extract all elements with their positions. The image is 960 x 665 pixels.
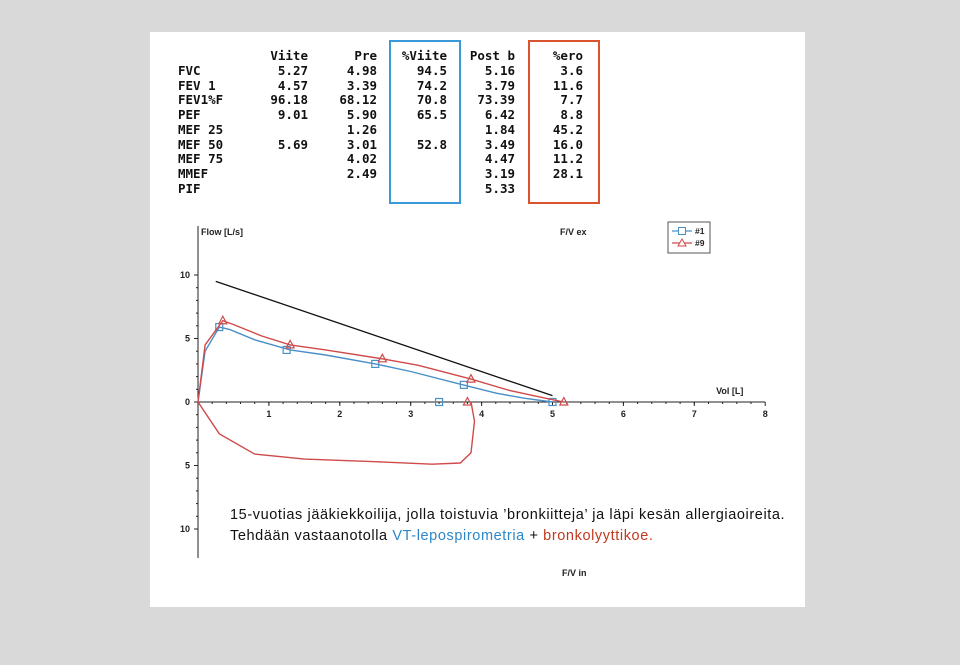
table-cell: 5.27	[277, 63, 308, 78]
column-header: Pre	[354, 48, 377, 63]
table-cell: 3.39	[346, 77, 377, 93]
row-label: PIF	[178, 180, 201, 196]
instruction-prefix: Tehdään vastaanotolla	[230, 528, 393, 544]
table-cell: 2.49	[346, 165, 377, 181]
y-tick-label: 10	[180, 270, 190, 280]
row-label: FEV 1	[178, 77, 216, 93]
y-tick-label: 5	[185, 334, 190, 344]
table-cell: 68.12	[339, 92, 377, 108]
table-cell: 3.49	[484, 136, 515, 152]
report-sheet	[150, 32, 805, 607]
case-description: 15-vuotias jääkiekkoilija, jolla toistuv…	[230, 507, 786, 523]
row-label: MEF 50	[178, 136, 224, 152]
table-cell: 7.7	[560, 92, 583, 108]
series-inspiratory-curve	[197, 401, 476, 465]
x-tick-label: 6	[621, 409, 626, 419]
series-expiratory-curve	[197, 319, 564, 403]
data-point-triangle	[465, 373, 476, 383]
series-expiratory-curve	[197, 326, 553, 403]
legend-marker	[678, 227, 686, 235]
x-tick-label: 1	[266, 409, 271, 419]
y-tick-label: 10	[180, 524, 190, 534]
table-cell: 11.6	[552, 77, 583, 93]
x-tick-label: 2	[337, 409, 342, 419]
legend-box	[667, 221, 711, 254]
data-point-triangle	[462, 396, 473, 406]
table-cell: 70.8	[416, 92, 447, 108]
rest-spirometry-term: VT-lepospirometria	[392, 528, 525, 544]
data-point-square	[371, 359, 380, 368]
percent-reference-highlight	[389, 40, 461, 204]
table-cell: 45.2	[552, 121, 583, 137]
row-label: MEF 75	[178, 151, 224, 167]
column-header: Viite	[270, 48, 308, 63]
annotation-line	[215, 280, 553, 397]
legend-label: #1	[695, 226, 705, 236]
table-cell: 4.57	[277, 77, 308, 93]
data-point-triangle	[558, 396, 569, 406]
table-cell: 5.33	[484, 180, 515, 196]
percent-change-highlight	[528, 40, 600, 204]
table-cell: 94.5	[416, 63, 447, 78]
table-cell: 1.84	[484, 121, 515, 137]
data-point-triangle	[285, 339, 296, 349]
chart-top-label: F/V ex	[560, 227, 587, 237]
data-point-triangle	[377, 353, 388, 363]
table-cell: 4.98	[346, 63, 377, 78]
table-cell: 28.1	[552, 165, 583, 181]
table-cell: 73.39	[477, 92, 515, 108]
y-tick-label: 0	[185, 397, 190, 407]
table-cell: 9.01	[277, 107, 308, 123]
row-label: MMEF	[178, 165, 209, 181]
x-tick-label: 8	[763, 409, 768, 419]
row-label: PEF	[178, 107, 201, 123]
data-point-square	[459, 380, 468, 389]
row-label: FEV1%F	[178, 92, 224, 108]
column-header: %Viite	[401, 48, 447, 63]
legend-label: #9	[695, 238, 705, 248]
table-cell: 1.26	[346, 121, 377, 137]
case-instruction: Tehdään vastaanotolla VT-lepospirometria…	[230, 528, 654, 544]
x-tick-label: 7	[692, 409, 697, 419]
data-point-square	[434, 397, 444, 407]
table-cell: 74.2	[416, 77, 447, 93]
table-cell: 3.6	[560, 63, 583, 78]
table-cell: 3.19	[484, 165, 515, 181]
y-tick-label: 5	[185, 461, 190, 471]
table-cell: 16.0	[552, 136, 583, 152]
data-point-triangle	[217, 314, 228, 325]
table-cell: 4.47	[484, 151, 515, 167]
legend-marker	[677, 237, 687, 247]
chart-bottom-label: F/V in	[562, 568, 587, 578]
table-cell: 11.2	[552, 151, 583, 167]
table-cell: 52.8	[416, 136, 447, 152]
x-tick-label: 5	[550, 409, 555, 419]
table-cell: 96.18	[270, 92, 308, 108]
table-cell: 5.16	[484, 63, 515, 78]
y-axis-label: Flow [L/s]	[201, 227, 243, 237]
table-cell: 4.02	[346, 151, 377, 167]
x-tick-label: 3	[408, 409, 413, 419]
x-axis-label: Vol [L]	[716, 386, 743, 396]
table-cell: 8.8	[560, 107, 583, 123]
column-header: %ero	[552, 48, 583, 63]
instruction-plus: +	[524, 528, 544, 544]
table-cell: 5.90	[346, 107, 377, 123]
bronchodilator-test-term: bronkolyyttikoe.	[543, 528, 654, 544]
row-label: FVC	[178, 63, 201, 78]
table-cell: 65.5	[416, 107, 447, 123]
table-cell: 6.42	[484, 107, 515, 123]
row-label: MEF 25	[178, 121, 224, 137]
data-point-square	[548, 397, 557, 407]
x-tick-label: 4	[479, 409, 484, 419]
table-cell: 3.01	[346, 136, 377, 152]
table-cell: 5.69	[277, 136, 308, 152]
column-header: Post b	[469, 48, 515, 63]
table-cell: 3.79	[484, 77, 515, 93]
